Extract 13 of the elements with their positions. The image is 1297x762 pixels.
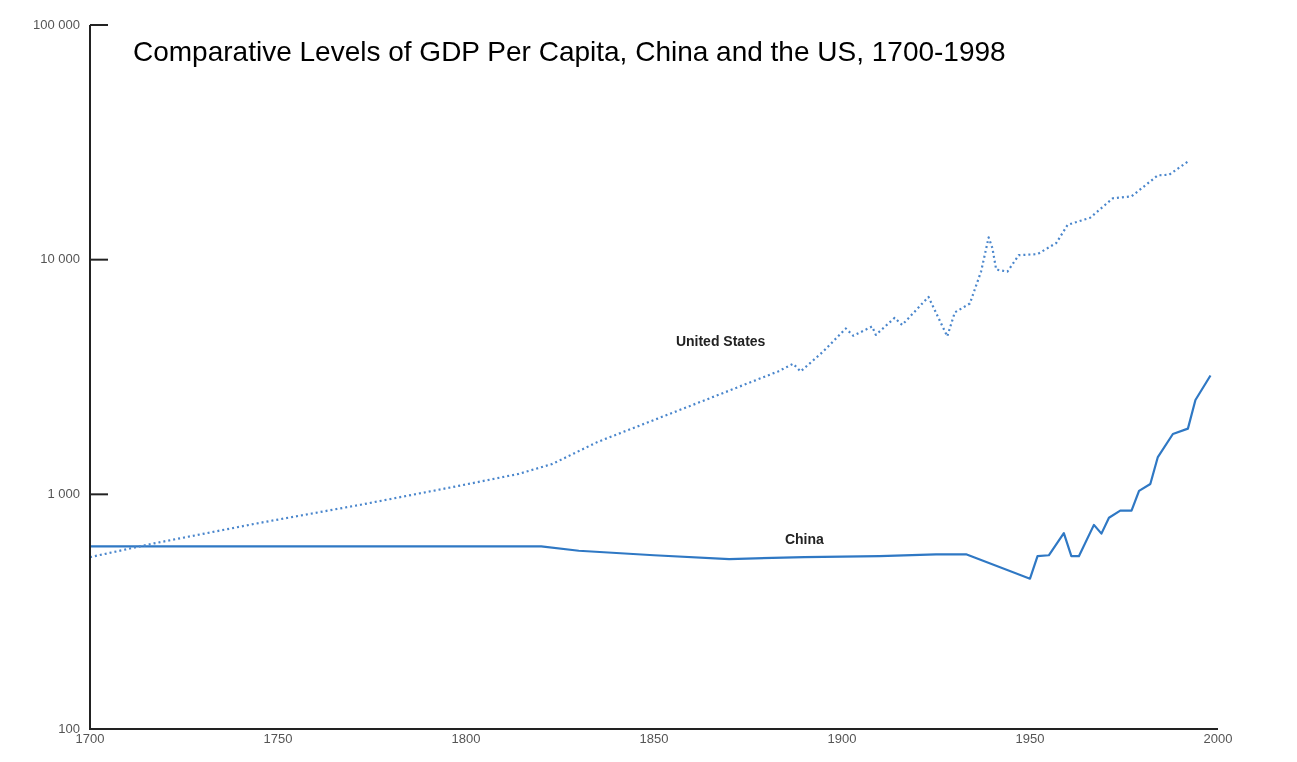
x-tick-label: 1800 <box>451 731 481 747</box>
x-tick-label: 1850 <box>639 731 669 747</box>
x-tick-label: 1900 <box>827 731 857 747</box>
y-tick-label: 10 000 <box>40 251 80 267</box>
x-tick-label: 2000 <box>1203 731 1233 747</box>
y-tick-label: 1 000 <box>47 485 80 501</box>
x-tick-label: 1950 <box>1015 731 1045 747</box>
y-tick-label: 100 000 <box>33 16 80 32</box>
chart-title: Comparative Levels of GDP Per Capita, China and the US, 1700-1998 <box>133 36 1006 68</box>
x-tick-label: 1750 <box>263 731 293 747</box>
series-label: United States <box>675 333 766 350</box>
series-label: China <box>784 530 825 547</box>
line-series <box>90 160 1190 559</box>
